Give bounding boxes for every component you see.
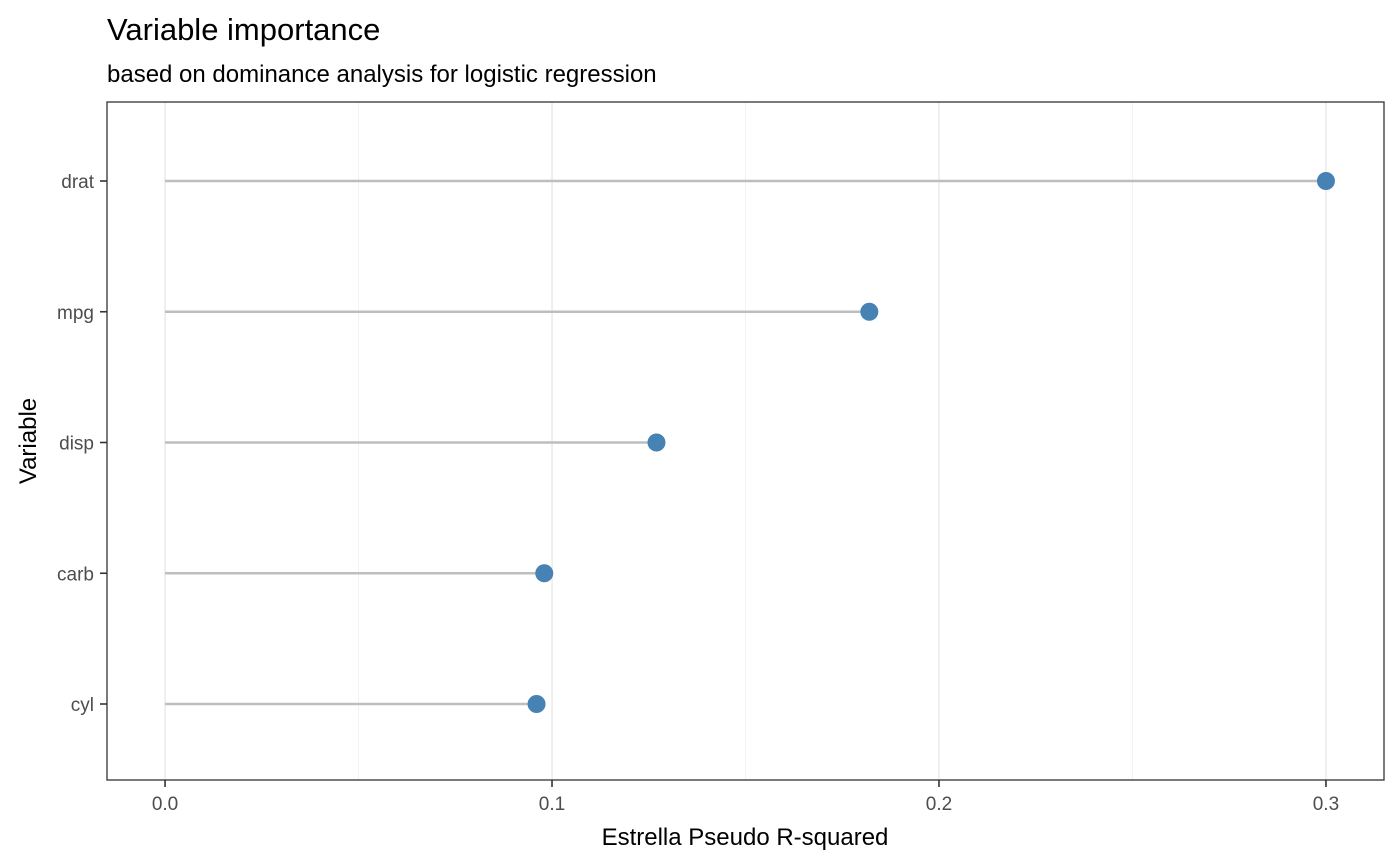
y-axis: drat mpg disp carb cyl (57, 172, 107, 716)
y-tick-label: cyl (71, 695, 94, 716)
lollipop-point (647, 433, 666, 452)
y-tick-label: mpg (57, 303, 94, 324)
x-axis: 0.0 0.1 0.2 0.3 (152, 780, 1339, 815)
lollipop-stems (165, 179, 1326, 706)
chart-subtitle: based on dominance analysis for logistic… (107, 61, 657, 88)
x-tick-label: 0.0 (152, 794, 178, 815)
x-tick-label: 0.1 (539, 794, 565, 815)
x-axis-title: Estrella Pseudo R-squared (602, 824, 889, 851)
lollipop-point (535, 564, 554, 583)
y-tick-label: disp (59, 434, 94, 455)
major-gridlines (164, 102, 1327, 780)
lollipop-point (527, 695, 546, 713)
lollipop-points (527, 172, 1335, 713)
y-axis-title: Variable (15, 398, 42, 484)
panel-border (106, 101, 1385, 781)
x-tick-label: 0.2 (926, 794, 952, 815)
chart-title: Variable importance (107, 12, 380, 47)
lollipop-point (860, 302, 879, 321)
x-tick-label: 0.3 (1313, 794, 1339, 815)
lollipop-point (1316, 172, 1335, 190)
y-tick-label: drat (61, 172, 94, 193)
minor-gridlines (358, 102, 1133, 780)
y-tick-label: carb (57, 564, 94, 585)
